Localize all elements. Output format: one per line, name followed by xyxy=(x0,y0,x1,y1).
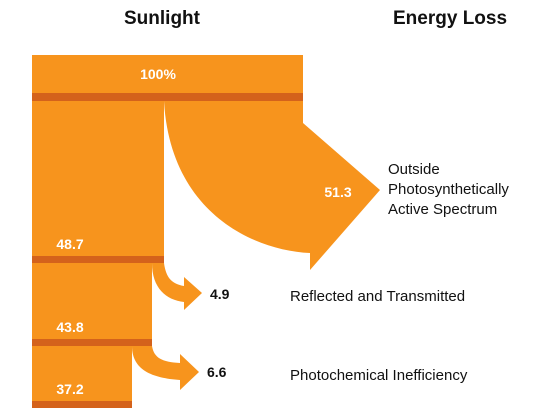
spectrum-loss-label-line-2: Photosynthetically xyxy=(388,181,509,198)
stage-block-43-8 xyxy=(32,263,152,339)
value-4-9: 4.9 xyxy=(210,286,230,302)
divider-48-7 xyxy=(32,256,164,263)
stage-block-37-2 xyxy=(32,346,132,401)
stage-block-48-7 xyxy=(32,101,164,256)
sunlight-start-block xyxy=(32,55,303,93)
value-43-8: 43.8 xyxy=(56,319,83,335)
spectrum-loss-label-line-1: Outside xyxy=(388,161,440,178)
value-6-6: 6.6 xyxy=(207,364,227,380)
value-48-7: 48.7 xyxy=(56,236,83,252)
spectrum-loss-label: Outside Photosynthetically Active Spectr… xyxy=(388,160,509,220)
energy-loss-header: Energy Loss xyxy=(393,8,508,29)
divider-37-2 xyxy=(32,401,132,408)
spectrum-loss-label-line-3: Active Spectrum xyxy=(388,201,498,218)
sunlight-header: Sunlight xyxy=(124,8,200,29)
value-37-2: 37.2 xyxy=(56,381,83,397)
spectrum-loss-arrow xyxy=(164,101,380,270)
reflection-loss-label: Reflected and Transmitted xyxy=(290,288,466,305)
divider-start xyxy=(32,93,303,101)
photochemical-loss-label: Photochemical Inefficiency xyxy=(290,367,468,384)
value-100: 100% xyxy=(140,66,176,82)
photochemical-loss-arrow xyxy=(132,346,199,390)
value-51-3: 51.3 xyxy=(324,184,351,200)
reflection-loss-arrow xyxy=(152,263,202,310)
divider-43-8 xyxy=(32,339,152,346)
